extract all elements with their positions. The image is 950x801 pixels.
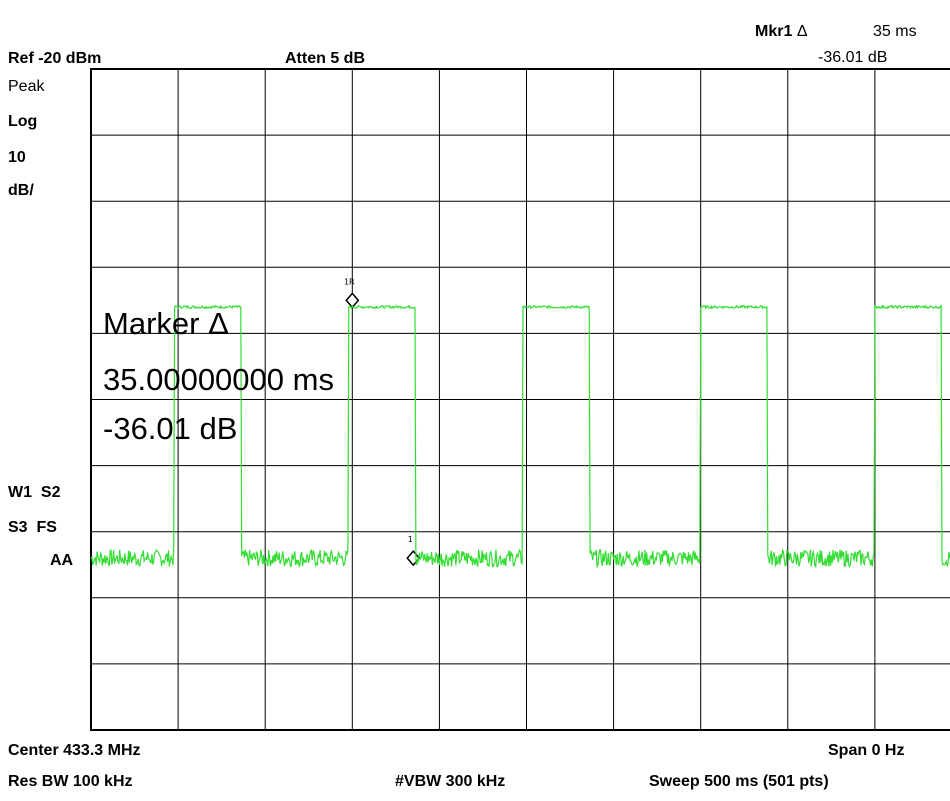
scale-unit-label: dB/	[8, 182, 34, 199]
trace-layer	[90, 303, 950, 569]
vbw-label: #VBW 300 kHz	[395, 773, 506, 790]
scale-type-label: Log	[8, 113, 38, 130]
center-frequency-label: Center 433.3 MHz	[8, 742, 141, 759]
trace-status-line-3: AA	[50, 552, 74, 569]
ref-level-label: Ref -20 dBm	[8, 50, 102, 67]
scale-value-label: 10	[8, 149, 26, 166]
trace-status-line-2: S3 FS	[8, 519, 57, 536]
markers-layer: 1R 1	[344, 277, 421, 567]
marker-readout-time: 35 ms	[873, 23, 917, 40]
marker-1r-tag: 1R	[344, 277, 355, 286]
graticule	[90, 68, 950, 731]
marker-box-level: -36.01 dB	[103, 411, 238, 446]
marker-readout-label: Mkr1 Δ	[755, 23, 808, 41]
marker-readout-level: -36.01 dB	[818, 49, 888, 66]
trace-1-line	[90, 303, 950, 569]
attenuation-label: Atten 5 dB	[285, 50, 365, 67]
trace-status-line-1: W1 S2	[8, 484, 61, 501]
marker-box-title: Marker Δ	[103, 306, 229, 341]
detector-label: Peak	[8, 78, 45, 95]
res-bw-label: Res BW 100 kHz	[8, 773, 133, 790]
marker-1-delta-tag: 1	[408, 535, 413, 544]
sweep-label: Sweep 500 ms (501 pts)	[649, 773, 829, 790]
delta-symbol: Δ	[796, 23, 808, 40]
marker-name: Mkr1	[755, 23, 793, 40]
marker-box-time: 35.00000000 ms	[103, 362, 334, 397]
span-label: Span 0 Hz	[828, 742, 905, 759]
